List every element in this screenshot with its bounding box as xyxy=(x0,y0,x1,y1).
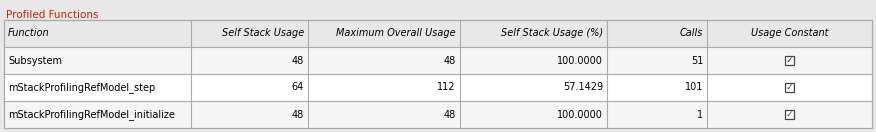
Bar xyxy=(4,20,872,128)
Text: 1: 1 xyxy=(697,110,703,119)
Text: ✓: ✓ xyxy=(786,110,794,119)
Text: mStackProfilingRefModel_initialize: mStackProfilingRefModel_initialize xyxy=(8,109,175,120)
Text: Profiled Functions: Profiled Functions xyxy=(6,10,98,20)
Text: 101: 101 xyxy=(685,82,703,93)
Bar xyxy=(785,56,794,65)
Text: 64: 64 xyxy=(292,82,304,93)
Bar xyxy=(4,74,872,101)
Text: 48: 48 xyxy=(292,110,304,119)
Bar xyxy=(785,83,794,92)
Bar xyxy=(4,47,872,74)
Text: 100.0000: 100.0000 xyxy=(557,110,604,119)
Bar xyxy=(4,20,872,47)
Text: Self Stack Usage: Self Stack Usage xyxy=(222,29,304,39)
Text: 112: 112 xyxy=(437,82,456,93)
Text: 48: 48 xyxy=(443,55,456,65)
Text: Subsystem: Subsystem xyxy=(8,55,62,65)
Text: mStackProfilingRefModel_step: mStackProfilingRefModel_step xyxy=(8,82,155,93)
Text: Self Stack Usage (%): Self Stack Usage (%) xyxy=(501,29,604,39)
Text: Function: Function xyxy=(8,29,50,39)
Text: 48: 48 xyxy=(292,55,304,65)
Bar xyxy=(785,110,794,119)
Text: ✓: ✓ xyxy=(786,83,794,92)
Text: 57.1429: 57.1429 xyxy=(563,82,604,93)
Text: 51: 51 xyxy=(690,55,703,65)
Text: Maximum Overall Usage: Maximum Overall Usage xyxy=(336,29,456,39)
Text: Calls: Calls xyxy=(680,29,703,39)
Bar xyxy=(4,101,872,128)
Text: 100.0000: 100.0000 xyxy=(557,55,604,65)
Text: 48: 48 xyxy=(443,110,456,119)
Text: ✓: ✓ xyxy=(786,56,794,65)
Text: Usage Constant: Usage Constant xyxy=(751,29,829,39)
